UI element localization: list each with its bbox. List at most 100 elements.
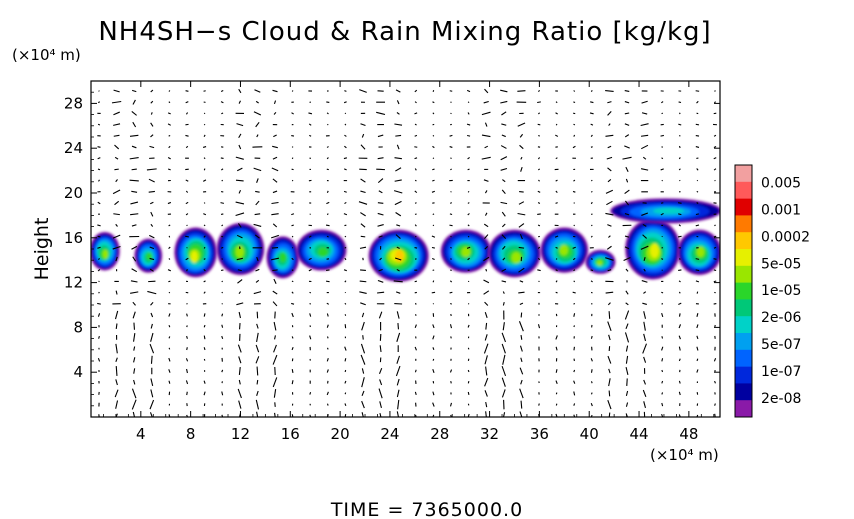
wind-vector bbox=[696, 291, 699, 294]
wind-vector bbox=[625, 345, 629, 352]
wind-vector bbox=[395, 212, 402, 217]
wind-vector bbox=[483, 256, 490, 262]
wind-vector bbox=[256, 178, 259, 183]
wind-vector bbox=[361, 133, 365, 138]
wind-vector bbox=[377, 212, 384, 216]
wind-vector bbox=[414, 179, 417, 182]
wind-vector bbox=[605, 212, 614, 216]
wind-vector bbox=[361, 312, 365, 318]
wind-vector bbox=[467, 380, 470, 384]
wind-vector bbox=[220, 213, 224, 215]
wind-vector bbox=[344, 358, 347, 362]
wind-vector bbox=[308, 257, 312, 261]
wind-vector bbox=[660, 202, 664, 204]
wind-vector bbox=[414, 157, 418, 160]
wind-vector bbox=[467, 257, 470, 261]
wind-vector bbox=[520, 357, 523, 363]
wind-vector bbox=[605, 134, 614, 137]
wind-vector bbox=[221, 280, 224, 283]
wind-vector bbox=[449, 90, 453, 92]
wind-vector bbox=[467, 413, 470, 417]
wind-vector bbox=[220, 90, 224, 92]
wind-vector bbox=[590, 101, 594, 104]
wind-vector bbox=[97, 168, 101, 171]
wind-vector bbox=[484, 122, 488, 127]
wind-vector bbox=[643, 257, 646, 261]
wind-vector bbox=[695, 269, 700, 272]
wind-vector bbox=[149, 145, 155, 149]
wind-vector bbox=[273, 278, 277, 284]
wind-vector bbox=[167, 112, 171, 115]
wind-vector bbox=[272, 354, 278, 365]
wind-vector bbox=[396, 411, 400, 417]
wind-vector bbox=[661, 380, 664, 384]
wind-vector bbox=[678, 291, 681, 294]
wind-vector bbox=[396, 100, 400, 105]
wind-vector bbox=[537, 112, 541, 115]
wind-vector bbox=[484, 355, 488, 365]
wind-vector bbox=[149, 201, 154, 205]
wind-vector bbox=[537, 190, 541, 193]
wind-vector bbox=[344, 302, 347, 305]
wind-vector bbox=[431, 258, 435, 260]
wind-vector bbox=[343, 157, 348, 160]
wind-vector bbox=[326, 157, 329, 160]
wind-vector bbox=[484, 334, 488, 341]
wind-vector bbox=[590, 123, 594, 126]
wind-vector bbox=[254, 213, 261, 216]
wind-vector bbox=[168, 280, 171, 283]
wind-vector bbox=[221, 291, 224, 294]
wind-vector bbox=[131, 224, 137, 227]
wind-vector bbox=[450, 246, 452, 249]
cloud-mixing-ratio-field bbox=[91, 198, 720, 282]
colorbar-swatch bbox=[735, 265, 752, 283]
cloud-contour bbox=[511, 252, 521, 264]
wind-vector bbox=[678, 213, 682, 216]
wind-vector bbox=[115, 413, 118, 417]
wind-vector bbox=[273, 344, 277, 353]
wind-vector bbox=[360, 144, 366, 150]
wind-vector bbox=[238, 133, 242, 139]
wind-vector bbox=[379, 345, 382, 352]
wind-vector bbox=[272, 223, 278, 228]
wind-vector bbox=[221, 179, 224, 182]
wind-vector bbox=[714, 403, 716, 406]
colorbar-swatch bbox=[735, 282, 752, 300]
wind-vector bbox=[326, 403, 329, 406]
wind-vector bbox=[167, 201, 172, 205]
wind-vector bbox=[502, 302, 505, 306]
wind-vector bbox=[640, 123, 649, 127]
wind-vector bbox=[483, 279, 490, 284]
y-axis-label: Height bbox=[31, 218, 53, 281]
wind-vector bbox=[466, 89, 471, 93]
wind-vector bbox=[696, 358, 699, 362]
wind-vector bbox=[133, 379, 136, 385]
cloud-cell bbox=[625, 218, 681, 280]
wind-vector bbox=[149, 257, 155, 261]
wind-vector bbox=[537, 168, 541, 171]
cloud-contour bbox=[279, 252, 287, 263]
wind-vector bbox=[661, 358, 664, 362]
wind-vector bbox=[713, 246, 717, 249]
wind-vector bbox=[713, 146, 717, 148]
wind-vector bbox=[394, 200, 402, 206]
wind-vector bbox=[590, 280, 593, 283]
wind-vector bbox=[696, 324, 699, 329]
wind-vector bbox=[203, 224, 206, 227]
wind-vector bbox=[431, 246, 435, 249]
wind-vector bbox=[501, 389, 506, 398]
wind-vector bbox=[501, 123, 507, 126]
wind-vector bbox=[379, 401, 382, 408]
wind-vector bbox=[132, 121, 137, 128]
wind-vector bbox=[483, 179, 489, 182]
wind-vector bbox=[520, 334, 523, 340]
wind-vector bbox=[713, 157, 717, 160]
wind-vector bbox=[396, 311, 400, 319]
wind-vector bbox=[678, 101, 682, 104]
wind-vector bbox=[150, 312, 154, 318]
x-tick-label: 4 bbox=[136, 425, 146, 443]
wind-vector bbox=[203, 335, 206, 340]
wind-vector bbox=[624, 134, 630, 138]
wind-vector bbox=[114, 310, 119, 320]
wind-vector bbox=[414, 101, 417, 104]
